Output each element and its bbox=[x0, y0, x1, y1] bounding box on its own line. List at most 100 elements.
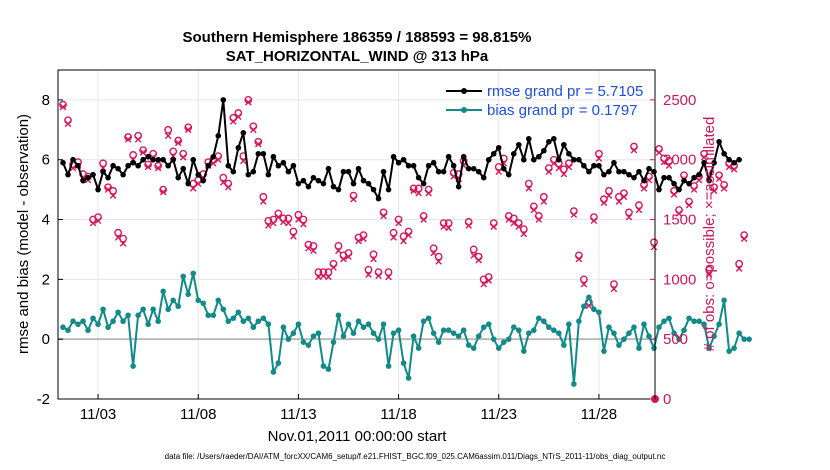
assimilated-obs-marker bbox=[625, 213, 633, 221]
assimilated-obs-marker bbox=[114, 234, 122, 241]
bias-point bbox=[115, 309, 121, 316]
possible-obs-marker bbox=[539, 192, 548, 201]
assimilated-obs-stroke bbox=[650, 243, 658, 251]
rmse-point bbox=[275, 162, 282, 169]
assimilated-obs-marker bbox=[340, 255, 347, 263]
assimilated-obs-stroke bbox=[490, 223, 498, 231]
bias-point bbox=[551, 327, 557, 334]
assimilated-obs-stroke bbox=[550, 160, 558, 167]
assimilated-obs-marker bbox=[655, 149, 663, 156]
assimilated-obs-stroke bbox=[590, 217, 598, 225]
assimilated-obs-marker bbox=[695, 176, 703, 184]
bias-series bbox=[60, 270, 752, 387]
assimilated-obs-marker bbox=[64, 120, 72, 128]
assimilated-obs-marker bbox=[730, 166, 738, 173]
assimilated-obs-marker bbox=[595, 155, 603, 162]
bias-point bbox=[175, 303, 182, 310]
assimilated-obs-stroke bbox=[660, 158, 668, 166]
assimilated-obs-marker bbox=[630, 146, 638, 154]
bias-point bbox=[100, 306, 106, 313]
rmse-point bbox=[661, 174, 667, 181]
bias-point bbox=[546, 324, 552, 331]
bias-point bbox=[591, 306, 597, 313]
assimilated-obs-stroke bbox=[320, 272, 327, 280]
rmse-point bbox=[365, 180, 372, 187]
assimilated-obs-stroke bbox=[134, 136, 142, 143]
bias-point bbox=[365, 321, 372, 328]
rmse-point bbox=[295, 180, 302, 187]
rmse-point bbox=[290, 162, 297, 169]
assimilated-obs-marker bbox=[725, 163, 733, 171]
assimilated-obs-marker bbox=[360, 235, 367, 242]
rmse-point bbox=[60, 159, 66, 166]
rmse-point bbox=[280, 159, 287, 166]
rmse-point bbox=[180, 165, 187, 172]
assimilated-obs-stroke bbox=[340, 255, 347, 263]
possible-obs-marker bbox=[434, 252, 443, 261]
assimilated-obs-marker bbox=[270, 219, 277, 227]
chart-subtitle: SAT_HORIZONTAL_WIND @ 313 hPa bbox=[226, 48, 489, 65]
rmse-point bbox=[530, 156, 537, 163]
assimilated-obs-stroke bbox=[595, 155, 603, 162]
assimilated-obs-marker bbox=[740, 235, 748, 242]
bias-point bbox=[210, 312, 217, 319]
assimilated-obs-stroke bbox=[675, 210, 683, 217]
bias-point bbox=[325, 366, 332, 372]
bias-point bbox=[646, 333, 652, 339]
rmse-point bbox=[75, 162, 81, 169]
rmse-point bbox=[465, 165, 472, 172]
bias-point bbox=[606, 324, 612, 331]
assimilated-obs-stroke bbox=[525, 185, 533, 192]
rmse-point bbox=[195, 171, 202, 178]
bias-point bbox=[285, 336, 292, 342]
bias-point bbox=[170, 297, 176, 304]
bias-point bbox=[525, 330, 532, 337]
assimilated-obs-stroke bbox=[194, 180, 202, 187]
rmse-point bbox=[90, 171, 96, 178]
assimilated-obs-stroke bbox=[405, 231, 412, 239]
rmse-point bbox=[135, 162, 141, 169]
bias-point bbox=[375, 336, 382, 342]
bias-point bbox=[470, 345, 477, 351]
assimilated-obs-marker bbox=[430, 249, 437, 257]
bias-point bbox=[295, 321, 302, 328]
assimilated-obs-marker bbox=[575, 255, 583, 263]
rmse-line bbox=[62, 98, 740, 200]
assimilated-obs-stroke bbox=[435, 258, 442, 265]
rmse-point bbox=[520, 156, 527, 163]
rmse-point bbox=[440, 168, 447, 175]
rmse-point bbox=[505, 171, 512, 178]
assimilated-obs-stroke bbox=[270, 219, 277, 227]
bias-point bbox=[420, 318, 427, 325]
x-axis-label: Nov.01,2011 00:00:00 start bbox=[268, 428, 448, 445]
bias-point bbox=[65, 327, 71, 334]
assimilated-obs-marker bbox=[565, 163, 573, 171]
possible-obs-marker bbox=[635, 201, 643, 210]
rmse-point bbox=[490, 150, 497, 157]
possible-obs-marker bbox=[579, 275, 588, 284]
rmse-point bbox=[155, 156, 161, 163]
assimilated-obs-marker bbox=[345, 253, 352, 260]
bias-point bbox=[220, 306, 227, 313]
assimilated-obs-stroke bbox=[174, 139, 182, 147]
assimilated-obs-marker bbox=[315, 273, 322, 281]
bias-point bbox=[641, 321, 647, 328]
assimilated-obs-marker bbox=[174, 139, 182, 147]
rmse-point bbox=[551, 135, 557, 142]
assimilated-obs-stroke bbox=[325, 273, 332, 281]
assimilated-obs-stroke bbox=[184, 126, 192, 134]
assimilated-obs-marker bbox=[229, 118, 237, 125]
bias-point bbox=[681, 327, 687, 334]
bias-point bbox=[666, 315, 672, 322]
assimilated-obs-stroke bbox=[510, 219, 518, 227]
bias-point bbox=[445, 327, 452, 334]
rmse-point bbox=[510, 150, 517, 157]
assimilated-obs-stroke bbox=[730, 166, 738, 173]
bias-point bbox=[500, 339, 507, 345]
rmse-point bbox=[641, 177, 647, 184]
assimilated-obs-marker bbox=[735, 265, 743, 272]
possible-obs-marker bbox=[99, 159, 107, 168]
bias-point bbox=[140, 306, 146, 313]
assimilated-obs-marker bbox=[445, 224, 452, 232]
assimilated-obs-marker bbox=[275, 213, 282, 221]
